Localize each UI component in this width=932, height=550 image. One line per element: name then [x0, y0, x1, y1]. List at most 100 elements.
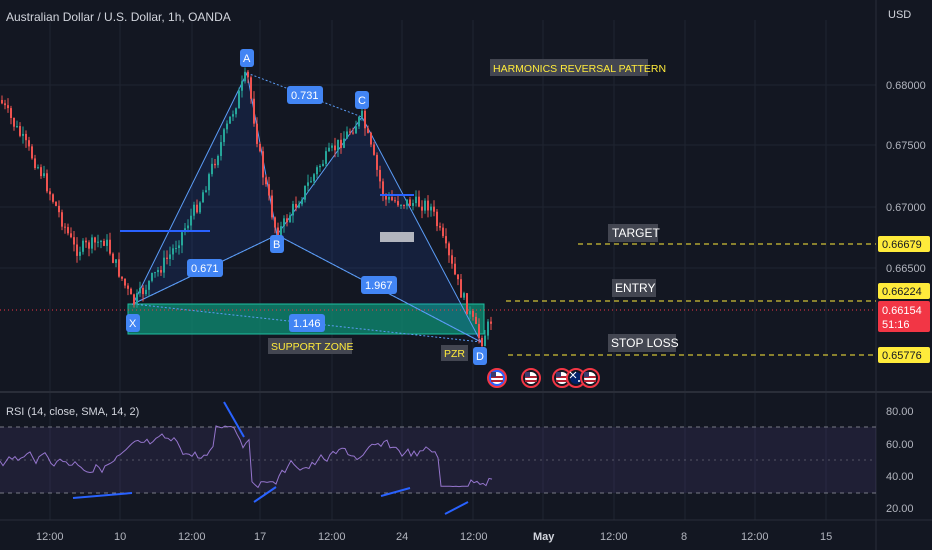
- candle-body: [337, 139, 339, 151]
- candle-body: [415, 196, 417, 204]
- candle-body: [163, 257, 165, 273]
- us-flag-icon[interactable]: [487, 368, 507, 388]
- candle-body: [43, 173, 45, 177]
- candle-body: [25, 133, 27, 141]
- time-tick: 10: [114, 531, 126, 543]
- candle-body: [40, 167, 42, 177]
- rsi-divergence-5[interactable]: [444, 501, 469, 515]
- rsi-divergence-4[interactable]: [380, 487, 411, 497]
- point-c-label: C: [358, 95, 366, 107]
- point-d-box[interactable]: [473, 347, 487, 365]
- ratio-ac-box[interactable]: [287, 86, 323, 104]
- us-flag-icon[interactable]: [580, 368, 600, 388]
- candle-body: [295, 203, 297, 208]
- candle-body: [364, 110, 366, 129]
- candle-body: [136, 293, 138, 305]
- rsi-divergence-3[interactable]: [253, 486, 277, 503]
- rsi-tick: 60.00: [886, 439, 914, 451]
- candle-body: [127, 285, 129, 289]
- ratio-ac: 0.731: [291, 90, 319, 102]
- candle-body: [190, 215, 192, 226]
- support-zone-label: SUPPORT ZONE: [271, 341, 353, 353]
- time-axis[interactable]: 12:00 10 12:00 17 12:00 24 12:00 May 12:…: [36, 531, 832, 543]
- gray-marker[interactable]: [380, 232, 414, 242]
- candle-body: [37, 167, 39, 169]
- candle-body: [370, 132, 372, 145]
- candle-body: [208, 174, 210, 191]
- candle-body: [148, 280, 150, 290]
- candle-body: [442, 227, 444, 237]
- candle-body: [367, 128, 369, 133]
- candle-body: [229, 116, 231, 124]
- candle-body: [244, 71, 246, 82]
- rsi-title[interactable]: RSI (14, close, SMA, 14, 2): [6, 406, 139, 418]
- ratio-xb-box[interactable]: [187, 259, 223, 277]
- candle-body: [181, 232, 183, 246]
- candle-body: [175, 248, 177, 250]
- candle-body: [28, 140, 30, 147]
- time-tick: 12:00: [178, 531, 206, 543]
- time-tick: 24: [396, 531, 408, 543]
- candle-body: [376, 154, 378, 170]
- candle-body: [133, 294, 135, 305]
- price-tick: 0.66500: [886, 263, 926, 275]
- point-b-box[interactable]: [270, 235, 284, 253]
- candle-body: [247, 71, 249, 78]
- candle-body: [421, 206, 423, 211]
- candle-body: [316, 167, 318, 175]
- candle-body: [16, 126, 18, 128]
- candle-body: [250, 77, 252, 99]
- candle-body: [151, 272, 153, 281]
- event-flags: [487, 368, 600, 388]
- point-x-box[interactable]: [126, 314, 140, 332]
- candle-body: [448, 243, 450, 256]
- us-flag-icon[interactable]: [552, 368, 572, 388]
- candle-body: [349, 131, 351, 133]
- candle-body: [355, 126, 357, 134]
- candle-body: [406, 199, 408, 206]
- stop-loss-label-box[interactable]: [608, 334, 676, 352]
- chart-title: Australian Dollar / U.S. Dollar, 1h, OAN…: [6, 10, 231, 24]
- support-zone-label-box[interactable]: [268, 338, 352, 354]
- candle-body: [253, 98, 255, 124]
- rsi-tick: 20.00: [886, 503, 914, 515]
- candle-body: [112, 253, 114, 263]
- current-price-tag: [878, 301, 930, 332]
- candle-body: [412, 203, 414, 206]
- candle-body: [424, 200, 426, 211]
- candle-body: [484, 335, 486, 347]
- candle-body: [292, 203, 294, 216]
- candle-body: [475, 316, 477, 324]
- pattern-title: HARMONICS REVERSAL PATTERN: [493, 63, 666, 75]
- candle-body: [196, 204, 198, 213]
- candle-body: [154, 272, 156, 274]
- rsi-divergence-2[interactable]: [223, 401, 245, 438]
- point-a-box[interactable]: [240, 49, 254, 67]
- candle-body: [97, 241, 99, 243]
- candle-body: [61, 212, 63, 227]
- currency-label[interactable]: USD: [888, 9, 911, 21]
- candle-body: [118, 259, 120, 277]
- pattern-title-box[interactable]: [490, 59, 648, 76]
- target-label-box[interactable]: [608, 224, 658, 242]
- entry-label: ENTRY: [615, 281, 655, 295]
- point-c-box[interactable]: [355, 91, 369, 109]
- candle-body: [67, 227, 69, 234]
- candle-body: [4, 103, 6, 106]
- entry-label-box[interactable]: [612, 279, 656, 297]
- rsi-divergence-1[interactable]: [72, 492, 133, 499]
- candle-body: [166, 257, 168, 259]
- entry-price-tag: [878, 283, 930, 299]
- candle-body: [319, 165, 321, 168]
- candle-body: [121, 276, 123, 279]
- pzr-label-box[interactable]: [441, 345, 468, 361]
- ratio-bd-box[interactable]: [361, 276, 397, 294]
- us-flag-icon[interactable]: [521, 368, 541, 388]
- candle-body: [457, 274, 459, 280]
- candle-body: [214, 163, 216, 166]
- ratio-xd-box[interactable]: [289, 314, 325, 332]
- candle-body: [268, 184, 270, 196]
- candle-body: [64, 226, 66, 228]
- candle-body: [259, 143, 261, 152]
